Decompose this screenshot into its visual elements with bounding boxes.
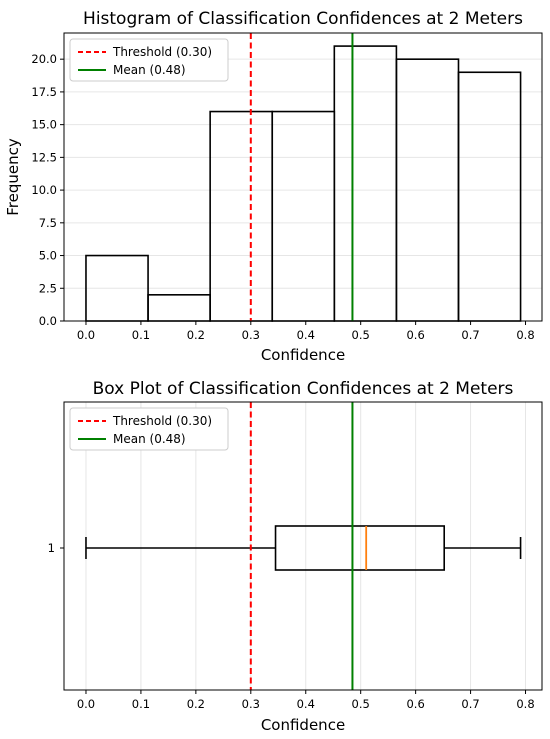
boxplot-marks bbox=[85, 525, 522, 571]
histogram-bars bbox=[85, 45, 522, 322]
x-tick-label: 0.0 bbox=[77, 328, 95, 342]
x-tick-label: 0.2 bbox=[187, 328, 205, 342]
x-tick-label: 0.1 bbox=[132, 697, 150, 711]
legend-threshold-label: Threshold (0.30) bbox=[112, 45, 212, 59]
x-tick-label: 0.1 bbox=[132, 328, 150, 342]
boxplot-chart: Box Plot of Classification Confidences a… bbox=[48, 379, 543, 734]
boxplot-x-ticks: 0.0 0.1 0.2 0.3 0.4 0.5 0.6 0.7 0.8 bbox=[77, 690, 535, 711]
boxplot-reference-lines bbox=[249, 402, 354, 690]
histogram-grid bbox=[64, 58, 542, 322]
x-tick-label: 0.5 bbox=[352, 328, 370, 342]
legend-frame bbox=[69, 407, 229, 451]
box-iqr bbox=[274, 525, 446, 571]
legend-mean-label: Mean (0.48) bbox=[113, 63, 186, 77]
x-tick-label: 0.6 bbox=[406, 697, 424, 711]
histogram-x-axis-label: Confidence bbox=[261, 346, 345, 364]
legend-threshold-label: Threshold (0.30) bbox=[112, 414, 212, 428]
y-tick-label: 1 bbox=[48, 541, 55, 555]
y-tick-label: 5.0 bbox=[39, 249, 57, 263]
histogram-y-ticks: 0.0 2.5 5.0 7.5 10.0 12.5 15.0 17.5 20.0 bbox=[31, 52, 64, 328]
x-tick-label: 0.8 bbox=[516, 328, 534, 342]
histogram-chart: Histogram of Classification Confidences … bbox=[4, 9, 543, 364]
histogram-bar bbox=[147, 294, 211, 322]
histogram-plot-frame bbox=[63, 32, 543, 322]
boxplot-plot-frame bbox=[63, 401, 543, 691]
x-tick-label: 0.5 bbox=[352, 697, 370, 711]
x-tick-label: 0.7 bbox=[461, 328, 479, 342]
x-tick-label: 0.7 bbox=[461, 697, 479, 711]
x-tick-label: 0.0 bbox=[77, 697, 95, 711]
histogram-bar bbox=[209, 110, 274, 322]
y-tick-label: 17.5 bbox=[31, 85, 57, 99]
histogram-title: Histogram of Classification Confidences … bbox=[83, 9, 523, 29]
legend-mean-label: Mean (0.48) bbox=[113, 432, 186, 446]
y-tick-label: 12.5 bbox=[31, 150, 57, 164]
x-tick-label: 0.4 bbox=[297, 697, 315, 711]
boxplot-title: Box Plot of Classification Confidences a… bbox=[93, 379, 514, 399]
boxplot-y-ticks: 1 bbox=[48, 541, 64, 555]
boxplot-legend: Threshold (0.30) Mean (0.48) bbox=[69, 407, 229, 451]
y-tick-label: 7.5 bbox=[39, 216, 57, 230]
histogram-bar bbox=[333, 45, 398, 322]
x-tick-label: 0.2 bbox=[187, 697, 205, 711]
histogram-bar bbox=[457, 71, 522, 322]
x-tick-label: 0.3 bbox=[242, 328, 260, 342]
histogram-reference-lines bbox=[249, 33, 354, 321]
y-tick-label: 10.0 bbox=[31, 183, 57, 197]
y-tick-label: 0.0 bbox=[39, 314, 57, 328]
y-tick-label: 2.5 bbox=[39, 281, 57, 295]
boxplot-x-axis-label: Confidence bbox=[261, 716, 345, 734]
legend-frame bbox=[69, 38, 229, 82]
histogram-x-ticks: 0.0 0.1 0.2 0.3 0.4 0.5 0.6 0.7 0.8 bbox=[77, 321, 535, 342]
histogram-legend: Threshold (0.30) Mean (0.48) bbox=[69, 38, 229, 82]
y-tick-label: 20.0 bbox=[31, 52, 57, 66]
y-tick-label: 15.0 bbox=[31, 118, 57, 132]
x-tick-label: 0.6 bbox=[406, 328, 424, 342]
x-tick-label: 0.8 bbox=[516, 697, 534, 711]
x-tick-label: 0.4 bbox=[297, 328, 315, 342]
x-tick-label: 0.3 bbox=[242, 697, 260, 711]
histogram-y-axis-label: Frequency bbox=[4, 138, 22, 216]
histogram-bar bbox=[271, 110, 336, 322]
